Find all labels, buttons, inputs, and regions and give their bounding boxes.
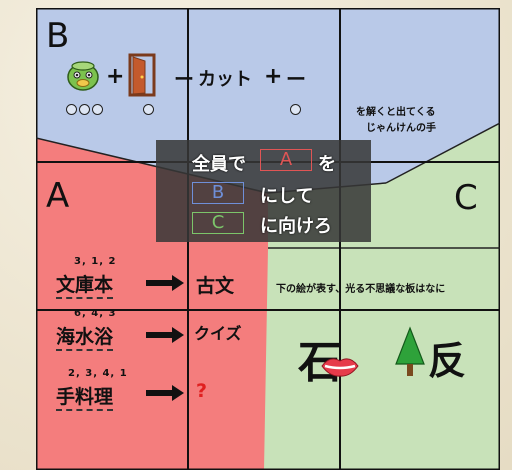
blank-circle [66,104,77,115]
unknown-answer: ? [196,380,208,402]
hint-suffix-2: にして [260,186,314,207]
hint-overlay: 全員で A を B にして C に向けろ [156,140,371,242]
blank-circle [79,104,90,115]
blank-circle [92,104,103,115]
region-b-label: B [46,16,70,56]
arrow-icon [146,385,184,401]
plus-sign-2: + [264,64,283,89]
tree-icon [394,326,426,378]
minus-sign-1: ー [174,67,194,91]
blank-circle [290,104,301,115]
source-word: 文庫本 [56,270,114,299]
hint-prefix: 全員で [192,154,246,175]
source-word: 手料理 [56,382,114,411]
region-a-label: A [46,176,70,216]
answer-word: クイズ [194,324,242,343]
reading-hint: 6, 4, 3 [74,308,117,319]
hint-slot-a: A [260,149,312,171]
blank-circle [143,104,154,115]
hint-slot-b: B [192,182,244,204]
text-cut: カット [198,69,252,90]
kappa-icon [66,58,100,92]
hint-suffix-3: に向けろ [260,216,332,237]
region-c-label: C [454,178,478,218]
hint-suffix-1: を [318,154,336,175]
puzzle-b-caption-2: じゃんけんの手 [366,123,436,134]
puzzle-c-question: 下の絵が表す、光る不思議な板はなに [276,284,446,295]
lips-icon [320,354,360,378]
door-icon [128,53,156,97]
minus-sign-2: ー [286,67,306,91]
arrow-icon [146,327,184,343]
puzzle-board: B A C + ー カット + ー を解くと出てくる じゃんけんの手 3, 1,… [36,8,500,470]
answer-word: 古文 [196,275,235,297]
reading-hint: 3, 1, 2 [74,256,117,267]
reading-hint: 2, 3, 4, 1 [68,368,128,379]
puzzle-b-caption-1: を解くと出てくる [356,107,436,118]
hint-slot-c: C [192,212,244,234]
plus-sign-1: + [106,64,125,89]
glyph-right: 反 [428,339,467,383]
arrow-icon [146,275,184,291]
source-word: 海水浴 [56,322,114,351]
